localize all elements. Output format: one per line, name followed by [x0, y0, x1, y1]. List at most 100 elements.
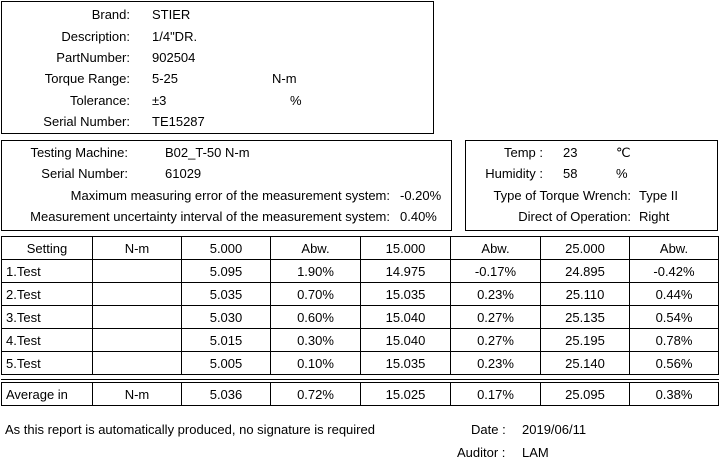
- table-cell: 14.975: [360, 259, 451, 283]
- field-value: 0.40%: [400, 209, 437, 224]
- table-cell: [92, 282, 182, 306]
- field-unit: %: [290, 93, 302, 108]
- table-cell: 15.040: [360, 328, 451, 352]
- table-cell: 0.27%: [450, 328, 541, 352]
- table-cell: Abw.: [450, 236, 541, 260]
- table-cell: N-m: [92, 379, 182, 406]
- table-cell: 25.195: [540, 328, 630, 352]
- field-label: Torque Range:: [44, 71, 130, 86]
- table-cell: -0.42%: [629, 259, 719, 283]
- table-cell: 1.Test: [1, 259, 93, 283]
- field-label: Humidity :: [485, 166, 543, 181]
- auditor-label: Auditor :: [457, 445, 506, 460]
- field-value: 58: [563, 166, 578, 181]
- table-cell: 3.Test: [1, 305, 93, 329]
- table-cell: N-m: [92, 236, 182, 260]
- spacer-row: [1, 374, 719, 382]
- field-label: Tolerance:: [70, 93, 130, 108]
- table-cell: Abw.: [270, 236, 361, 260]
- date-value: 2019/06/11: [522, 422, 587, 437]
- field-unit: ℃: [616, 145, 631, 160]
- table-cell: 0.54%: [629, 305, 719, 329]
- table-cell: [92, 259, 182, 283]
- field-value: ±3: [152, 93, 167, 108]
- table-cell: Average in: [1, 379, 93, 406]
- field-value: Right: [639, 209, 670, 224]
- table-cell: 5.005: [181, 351, 271, 375]
- field-label: Serial Number:: [41, 166, 128, 181]
- field-value: B02_T-50 N-m: [165, 145, 250, 160]
- table-cell: 0.44%: [629, 282, 719, 306]
- table-cell: -0.17%: [450, 259, 541, 283]
- field-value: -0.20%: [400, 188, 442, 203]
- results-table: Setting N-m 5.000 Abw. 15.000 Abw. 25.000 Abw. 1…: [1, 236, 719, 406]
- table-cell: 1.90%: [270, 259, 361, 283]
- testing-box: [1, 140, 452, 231]
- field-label: Brand:: [91, 7, 130, 22]
- date-label: Date :: [471, 422, 506, 437]
- field-label: Description:: [61, 29, 130, 44]
- table-cell: 0.78%: [629, 328, 719, 352]
- table-cell: Setting: [1, 236, 93, 260]
- table-cell: 24.895: [540, 259, 630, 283]
- table-cell: 0.70%: [270, 282, 361, 306]
- table-cell: 25.135: [540, 305, 630, 329]
- table-cell: 0.17%: [450, 379, 541, 406]
- field-value: STIER: [152, 7, 191, 22]
- table-cell: 25.000: [540, 236, 630, 260]
- table-cell: 0.72%: [270, 379, 361, 406]
- field-label: Maximum measuring error of the measureme…: [70, 188, 390, 203]
- table-cell: 0.27%: [450, 305, 541, 329]
- field-label: Temp :: [503, 145, 543, 160]
- table-cell: 0.56%: [629, 351, 719, 375]
- field-label: Measurement uncertainty interval of the …: [30, 209, 390, 224]
- field-value: 902504: [152, 50, 196, 65]
- table-cell: 15.035: [360, 282, 451, 306]
- table-cell: 25.095: [540, 379, 630, 406]
- table-cell: 5.000: [181, 236, 271, 260]
- field-label: Testing Machine:: [30, 145, 128, 160]
- data-row: 4.Test 5.015 0.30% 15.040 0.27% 25.195 0.78%: [1, 328, 719, 352]
- table-cell: 2.Test: [1, 282, 93, 306]
- field-label: PartNumber:: [56, 50, 130, 65]
- data-row: 3.Test 5.030 0.60% 15.040 0.27% 25.135 0.54%: [1, 305, 719, 329]
- field-label: Direct of Operation:: [518, 209, 631, 224]
- data-row: 1.Test 5.095 1.90% 14.975 -0.17% 24.895 -0.42%: [1, 259, 719, 283]
- average-row: Average in N-m 5.036 0.72% 15.025 0.17% 25.095…: [1, 379, 719, 406]
- product-box: [1, 1, 434, 134]
- table-cell: [92, 328, 182, 352]
- auditor-value: LAM: [522, 445, 549, 460]
- table-cell: [92, 305, 182, 329]
- table-cell: 5.095: [181, 259, 271, 283]
- field-label: Serial Number:: [43, 114, 130, 129]
- field-unit: %: [616, 166, 628, 181]
- table-cell: [92, 351, 182, 375]
- table-cell: 5.030: [181, 305, 271, 329]
- table-cell: 25.110: [540, 282, 630, 306]
- field-label: Type of Torque Wrench:: [493, 188, 631, 203]
- table-cell: 0.38%: [629, 379, 719, 406]
- environment-box: [465, 140, 718, 231]
- data-row: 5.Test 5.005 0.10% 15.035 0.23% 25.140 0.56%: [1, 351, 719, 375]
- footer-note: As this report is automatically produced…: [5, 422, 375, 437]
- table-cell: 5.Test: [1, 351, 93, 375]
- table-cell: 5.015: [181, 328, 271, 352]
- table-cell: 0.30%: [270, 328, 361, 352]
- field-value: 5-25: [152, 71, 179, 86]
- table-cell: 0.23%: [450, 351, 541, 375]
- header-row: Setting N-m 5.000 Abw. 15.000 Abw. 25.000 Abw.: [1, 236, 719, 260]
- table-cell: 15.000: [360, 236, 451, 260]
- table-cell: 25.140: [540, 351, 630, 375]
- table-cell: 15.025: [360, 379, 451, 406]
- table-cell: 5.036: [181, 379, 271, 406]
- data-row: 2.Test 5.035 0.70% 15.035 0.23% 25.110 0.44%: [1, 282, 719, 306]
- table-cell: 15.040: [360, 305, 451, 329]
- table-cell: 4.Test: [1, 328, 93, 352]
- field-value: TE15287: [152, 114, 205, 129]
- table-cell: 5.035: [181, 282, 271, 306]
- table-cell: Abw.: [629, 236, 719, 260]
- table-cell: 0.10%: [270, 351, 361, 375]
- field-unit: N-m: [272, 71, 297, 86]
- table-cell: 0.23%: [450, 282, 541, 306]
